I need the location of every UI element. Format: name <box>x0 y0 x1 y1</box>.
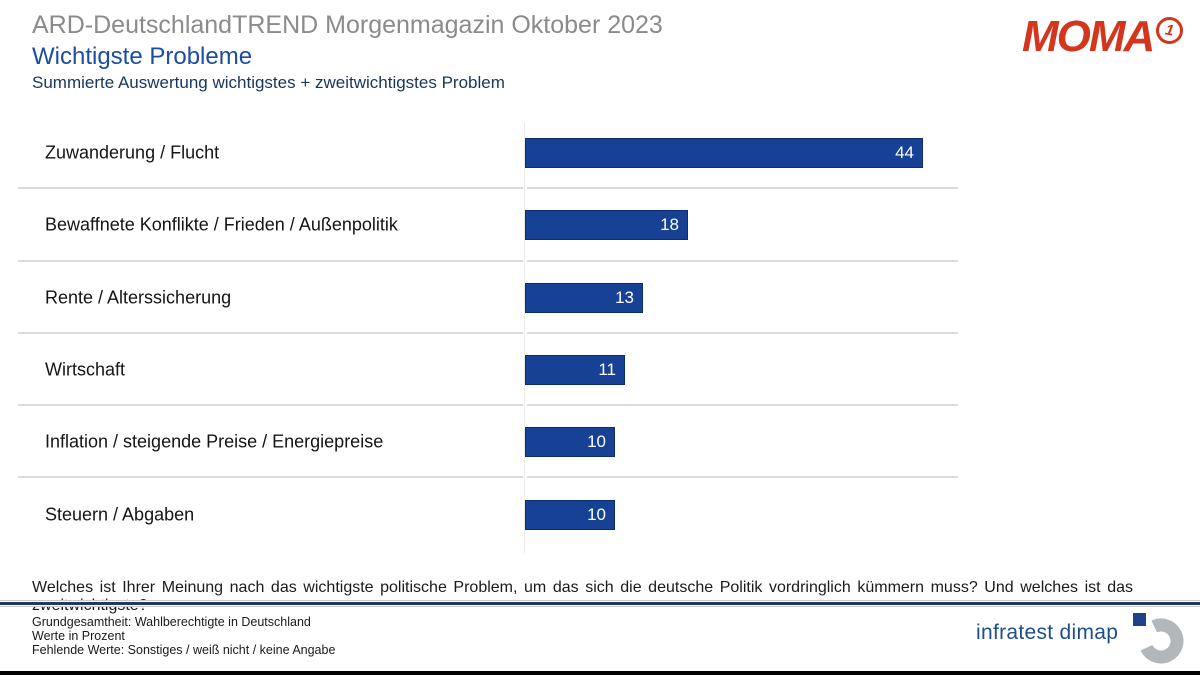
ard-one-icon: 1 <box>1154 14 1186 47</box>
row-separator-right <box>527 187 958 190</box>
bar-value-label: 10 <box>587 432 606 452</box>
bar-row: Rente / Alterssicherung 13 <box>0 262 1200 334</box>
row-separator-left <box>18 476 523 479</box>
footnote-line: Werte in Prozent <box>32 629 125 643</box>
bottom-border <box>0 671 1200 675</box>
row-separator-right <box>527 259 958 262</box>
bar: 13 <box>525 282 643 313</box>
bar: 18 <box>525 210 688 241</box>
infratest-dimap-wordmark: infratest dimap <box>976 621 1119 644</box>
bar: 11 <box>525 355 625 386</box>
bar: 10 <box>525 499 615 530</box>
bar: 44 <box>525 138 923 169</box>
bar-value-label: 11 <box>598 360 616 380</box>
page-subtitle: Summierte Auswertung wichtigstes + zweit… <box>32 73 505 92</box>
row-separator-left <box>18 404 523 407</box>
bar-chart: Zuwanderung / Flucht 44 Bewaffnete Konfl… <box>0 117 1200 553</box>
moma-logo: MOMA 1 <box>1022 12 1186 61</box>
bar-row: Zuwanderung / Flucht 44 <box>0 117 1200 190</box>
bar-value-label: 10 <box>587 504 606 524</box>
category-label: Zuwanderung / Flucht <box>45 142 220 163</box>
category-label: Wirtschaft <box>45 359 126 380</box>
bar-value-label: 13 <box>615 287 634 307</box>
footnotes: Grundgesamtheit: Wahlberechtigte in Deut… <box>32 615 335 657</box>
moma-wordmark: MOMA <box>1022 12 1155 61</box>
category-label: Rente / Alterssicherung <box>45 287 232 308</box>
bar-row: Bewaffnete Konflikte / Frieden / Außenpo… <box>0 189 1200 262</box>
row-separator-left <box>18 259 523 262</box>
bar-row: Inflation / steigende Preise / Energiepr… <box>0 406 1200 479</box>
bar-row: Wirtschaft 11 <box>0 334 1200 407</box>
row-separator-right <box>527 331 958 334</box>
bar-value-label: 18 <box>660 215 679 235</box>
category-label: Inflation / steigende Preise / Energiepr… <box>45 431 384 452</box>
axis-baseline <box>524 123 525 553</box>
footnote-line: Grundgesamtheit: Wahlberechtigte in Deut… <box>32 615 311 629</box>
category-label: Bewaffnete Konflikte / Frieden / Außenpo… <box>45 214 398 235</box>
bar-row: Steuern / Abgaben 10 <box>0 478 1200 550</box>
infratest-dimap-icon <box>1131 611 1187 672</box>
bar-value-label: 44 <box>895 143 914 163</box>
bar: 10 <box>525 427 615 458</box>
row-separator-right <box>527 404 958 407</box>
report-supertitle: ARD-DeutschlandTREND Morgenmagazin Oktob… <box>32 11 663 39</box>
page-title: Wichtigste Probleme <box>32 43 253 70</box>
footer-divider <box>0 600 1200 607</box>
category-label: Steuern / Abgaben <box>45 504 195 525</box>
footnote-line: Fehlende Werte: Sonstiges / weiß nicht /… <box>32 643 336 657</box>
survey-question: Welches ist Ihrer Meinung nach das wicht… <box>32 579 1133 614</box>
row-separator-right <box>527 476 958 479</box>
row-separator-left <box>18 187 523 190</box>
row-separator-left <box>18 331 523 334</box>
